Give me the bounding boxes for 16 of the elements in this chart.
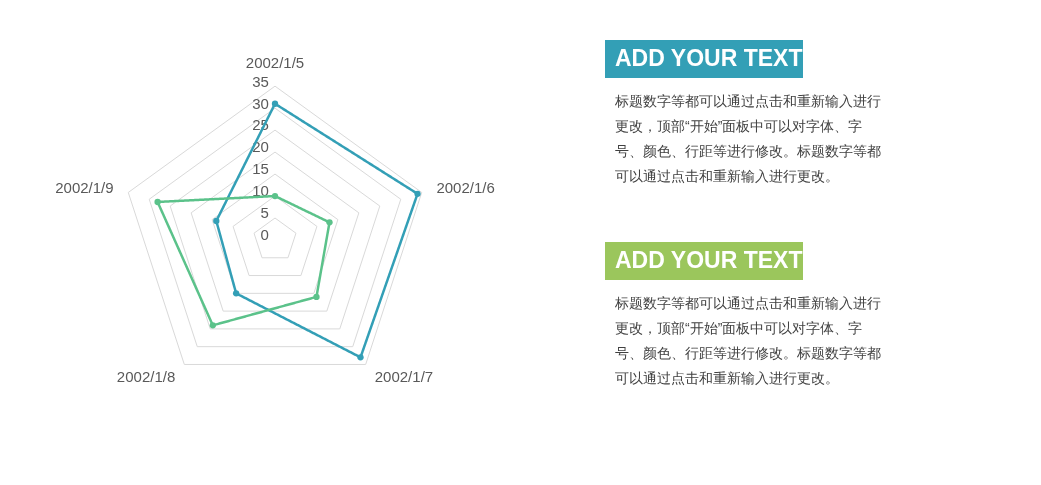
text: ADD YOUR TEXT: [615, 247, 803, 273]
y-tick-label: 5: [260, 204, 269, 222]
spoke-label: 2002/1/5: [245, 54, 305, 72]
spoke-label: 2002/1/9: [55, 178, 114, 196]
y-tick-label: 10: [252, 182, 269, 200]
text: 标题数字等都可以通过点击和重新输入进行更改，顶部“开始”面板中可以对字体、字号、颜色、行距等进行修改。标题数字等都可以通过点击和重新输入进行更改。: [614, 295, 881, 386]
spoke-label: 2002/1/8: [116, 367, 176, 385]
spoke-label: 2002/1/6: [436, 178, 495, 196]
y-tick-label: 30: [252, 94, 269, 112]
y-tick-label: 0: [260, 226, 269, 244]
text: 标题数字等都可以通过点击和重新输入进行更改，顶部“开始”面板中可以对字体、字号、颜色、行距等进行修改。标题数字等都可以通过点击和重新输入进行更改。: [614, 93, 881, 184]
y-tick-label: 15: [252, 160, 269, 178]
spoke-label: 2002/1/7: [374, 367, 434, 385]
y-tick-label: 35: [252, 72, 269, 90]
text: ADD YOUR TEXT: [615, 45, 803, 71]
y-tick-label: 20: [252, 138, 269, 156]
